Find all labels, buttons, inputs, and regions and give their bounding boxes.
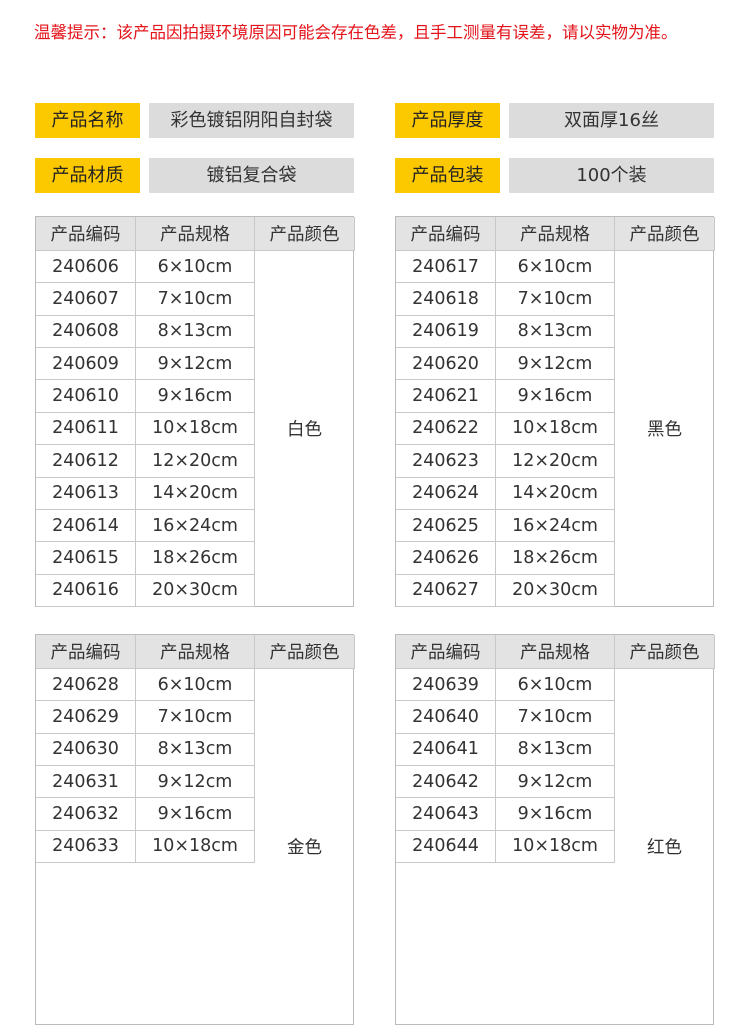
table-header: 产品规格 — [136, 217, 255, 251]
product-size: 8×13cm — [136, 733, 255, 767]
product-size: 7×10cm — [496, 283, 615, 316]
product-color: 红色 — [647, 838, 682, 859]
product-code: 240612 — [36, 445, 136, 478]
product-size: 8×13cm — [496, 733, 615, 767]
product-code: 240641 — [396, 733, 496, 767]
product-code: 240615 — [36, 542, 136, 575]
product-code: 240642 — [396, 766, 496, 799]
product-code: 240631 — [36, 766, 136, 799]
product-size: 9×16cm — [136, 798, 255, 831]
product-size: 7×10cm — [136, 283, 255, 316]
product-code: 240624 — [396, 477, 496, 510]
product-code: 240622 — [396, 412, 496, 446]
table-header: 产品颜色 — [255, 635, 355, 669]
product-code: 240607 — [36, 283, 136, 316]
product-code: 240618 — [396, 283, 496, 316]
product-color: 黑色 — [647, 420, 682, 441]
product-code: 240629 — [36, 701, 136, 734]
product-size: 9×12cm — [496, 766, 615, 799]
product-code: 240625 — [396, 509, 496, 543]
product-color: 金色 — [287, 838, 322, 859]
table-header: 产品规格 — [136, 635, 255, 669]
product-code: 240616 — [36, 574, 136, 607]
info-value: 100个装 — [509, 158, 714, 193]
info-value: 彩色镀铝阴阳自封袋 — [149, 103, 354, 138]
product-code: 240609 — [36, 348, 136, 381]
info-value: 镀铝复合袋 — [149, 158, 354, 193]
product-code: 240643 — [396, 798, 496, 831]
table-header: 产品编码 — [396, 217, 496, 251]
product-size: 9×12cm — [136, 348, 255, 381]
table-header: 产品编码 — [396, 635, 496, 669]
product-size: 16×24cm — [136, 509, 255, 543]
table-header: 产品编码 — [36, 217, 136, 251]
product-code: 240613 — [36, 477, 136, 510]
spec-table: 产品编码 产品规格 产品颜色 240628 6×10cm 240629 7×10cm 2406… — [35, 634, 355, 1025]
product-size: 20×30cm — [496, 574, 615, 607]
product-code: 240611 — [36, 412, 136, 446]
info-label: 产品名称 — [35, 103, 140, 138]
product-code: 240610 — [36, 380, 136, 413]
product-size: 9×16cm — [496, 380, 615, 413]
table-header: 产品颜色 — [615, 217, 715, 251]
product-code: 240639 — [396, 669, 496, 702]
product-code: 240628 — [36, 669, 136, 702]
table-header: 产品规格 — [496, 217, 615, 251]
table-header: 产品编码 — [36, 635, 136, 669]
table-header: 产品规格 — [496, 635, 615, 669]
info-label: 产品包装 — [395, 158, 500, 193]
product-code: 240627 — [396, 574, 496, 607]
product-code: 240608 — [36, 315, 136, 349]
product-size: 9×16cm — [496, 798, 615, 831]
notice-text: 温馨提示：该产品因拍摄环境原因可能会存在色差，且手工测量有误差，请以实物为准。 — [34, 23, 678, 42]
product-size: 10×18cm — [496, 830, 615, 864]
product-size: 14×20cm — [496, 477, 615, 510]
table-header: 产品颜色 — [615, 635, 715, 669]
product-code: 240619 — [396, 315, 496, 349]
product-code: 240633 — [36, 830, 136, 864]
product-code: 240621 — [396, 380, 496, 413]
product-size: 18×26cm — [496, 542, 615, 575]
info-label: 产品厚度 — [395, 103, 500, 138]
product-code: 240620 — [396, 348, 496, 381]
product-size: 6×10cm — [496, 669, 615, 702]
product-size: 12×20cm — [496, 445, 615, 478]
table-header: 产品颜色 — [255, 217, 355, 251]
product-size: 12×20cm — [136, 445, 255, 478]
product-size: 7×10cm — [496, 701, 615, 734]
product-size: 9×12cm — [496, 348, 615, 381]
product-code: 240644 — [396, 830, 496, 864]
product-code: 240623 — [396, 445, 496, 478]
product-color: 白色 — [287, 420, 322, 441]
product-size: 10×18cm — [496, 412, 615, 446]
product-size: 16×24cm — [496, 509, 615, 543]
product-code: 240630 — [36, 733, 136, 767]
product-size: 9×12cm — [136, 766, 255, 799]
info-label: 产品材质 — [35, 158, 140, 193]
spec-table: 产品编码 产品规格 产品颜色 240639 6×10cm 240640 7×10cm 2406… — [395, 634, 715, 1025]
product-size: 6×10cm — [136, 251, 255, 284]
product-size: 8×13cm — [136, 315, 255, 349]
product-code: 240632 — [36, 798, 136, 831]
product-code: 240626 — [396, 542, 496, 575]
product-size: 10×18cm — [136, 830, 255, 864]
product-size: 14×20cm — [136, 477, 255, 510]
product-code: 240614 — [36, 509, 136, 543]
info-value: 双面厚16丝 — [509, 103, 714, 138]
product-size: 18×26cm — [136, 542, 255, 575]
product-size: 10×18cm — [136, 412, 255, 446]
product-size: 6×10cm — [136, 669, 255, 702]
spec-table: 产品编码 产品规格 产品颜色 240606 6×10cm 240607 7×10cm 2406… — [35, 216, 355, 607]
spec-table: 产品编码 产品规格 产品颜色 240617 6×10cm 240618 7×10cm 2406… — [395, 216, 715, 607]
product-size: 9×16cm — [136, 380, 255, 413]
product-code: 240606 — [36, 251, 136, 284]
product-code: 240617 — [396, 251, 496, 284]
product-size: 8×13cm — [496, 315, 615, 349]
product-size: 7×10cm — [136, 701, 255, 734]
product-size: 20×30cm — [136, 574, 255, 607]
product-size: 6×10cm — [496, 251, 615, 284]
product-code: 240640 — [396, 701, 496, 734]
